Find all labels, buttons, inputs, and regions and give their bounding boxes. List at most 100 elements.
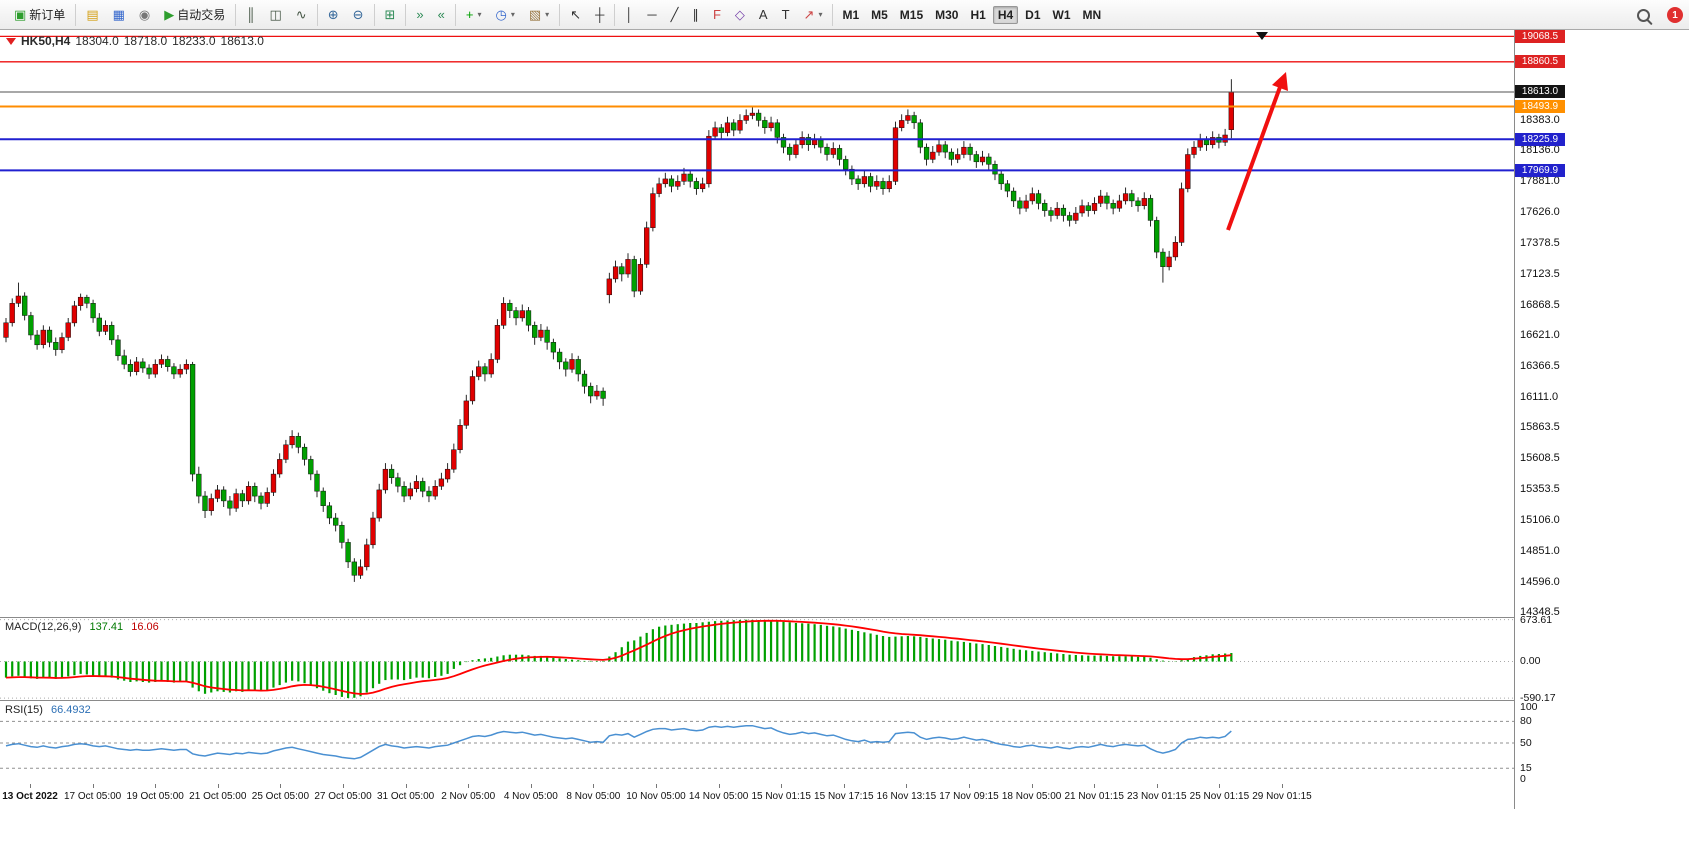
candle (830, 142, 836, 159)
auto-scroll-button[interactable]: » (410, 5, 429, 24)
periods-button[interactable]: ◷ ▾ (489, 5, 520, 24)
zoom-in-button[interactable]: ⊕ (322, 5, 345, 24)
caret-icon: ▾ (545, 9, 550, 19)
candlestick-chart-button[interactable]: ◫ (263, 5, 287, 24)
zoom-out-button[interactable]: ⊖ (347, 5, 370, 24)
vertical-line-button[interactable]: │ (619, 5, 639, 24)
horizontal-line-button[interactable]: ─ (641, 5, 662, 24)
time-tick (405, 784, 407, 788)
candle (886, 175, 892, 193)
search-button[interactable] (1631, 6, 1656, 25)
rsi-axis-label: 50 (1520, 737, 1532, 749)
line-chart-button[interactable]: ∿ (290, 5, 313, 24)
notification-badge[interactable]: 1 (1667, 7, 1683, 23)
tf-m1-button[interactable]: M1 (837, 6, 864, 24)
candle (476, 360, 482, 381)
tile-windows-button[interactable]: ⊞ (379, 5, 402, 24)
tf-m15-button[interactable]: M15 (895, 6, 928, 24)
candle (631, 255, 637, 298)
rsi-indicator-pane[interactable] (0, 701, 1514, 784)
time-axis-label: 8 Nov 05:00 (566, 791, 621, 802)
crosshair-button[interactable]: ┼ (589, 5, 610, 24)
close-value: 18613.0 (220, 34, 264, 48)
text-label-button[interactable]: T (776, 5, 796, 24)
candle (880, 177, 886, 195)
macd-indicator-pane[interactable] (0, 618, 1514, 700)
toolbar-group: + ▾ ◷ ▾ ▧ ▾ (456, 3, 561, 26)
tf-mn-button[interactable]: MN (1078, 6, 1107, 24)
price-tick-label: 17626.0 (1520, 206, 1560, 219)
fibonacci-button[interactable]: F (707, 5, 727, 24)
tf-w1-button[interactable]: W1 (1048, 6, 1076, 24)
candle (805, 133, 812, 151)
candle (9, 298, 15, 327)
candle (1122, 187, 1129, 205)
price-badge: 18860.5 (1515, 55, 1565, 69)
candle (1172, 236, 1179, 261)
navigator-button[interactable]: ◉ (133, 5, 156, 24)
chart-shift-button[interactable]: « (432, 5, 451, 24)
low-value: 18233.0 (172, 34, 216, 48)
tf-m30-button[interactable]: M30 (930, 6, 963, 24)
candle (121, 349, 127, 370)
time-axis-label: 21 Nov 01:15 (1064, 791, 1124, 802)
candle (457, 419, 463, 454)
tf-h4-button[interactable]: H4 (992, 5, 1019, 24)
candle (339, 521, 345, 549)
text-icon: A (758, 7, 768, 22)
candle (1166, 250, 1172, 271)
candle (1017, 197, 1023, 215)
toolbar-groups: ▣ 新订单 ▤ ▦ ◉ ▶ 自动交易 ║ ◫ ∿ ⊕ ⊖ ⊞» «+ ▾ ◷ ▾ ▧ ▾ ↖ ┼ │ ─ ╱ ∥ F ◇ A T ↗ ▾ M1… (4, 0, 1110, 29)
data-window-button[interactable]: ▦ (107, 5, 131, 24)
price-tick-label: 15106.0 (1520, 513, 1560, 526)
candle (762, 116, 768, 134)
templates-button[interactable]: ▧ ▾ (523, 5, 555, 24)
candle (289, 430, 295, 449)
price-tick-label: 17123.5 (1520, 267, 1560, 280)
pane-separator[interactable] (0, 617, 1689, 618)
trend-arrow-line[interactable] (1226, 86, 1282, 231)
tf-m5-button[interactable]: M5 (866, 6, 893, 24)
tf-mn-label: MN (1082, 7, 1102, 22)
pane-separator[interactable] (0, 700, 1689, 701)
toolbar-right: 1 (1630, 0, 1683, 30)
channel-button[interactable]: ∥ (686, 5, 705, 24)
chart-area[interactable]: HK50,H4 18304.0 18718.0 18233.0 18613.0 … (0, 29, 1689, 866)
new-order-button[interactable]: ▣ 新订单 (8, 5, 71, 24)
chart-shift-icon: « (437, 7, 445, 22)
candle (388, 464, 395, 484)
tf-d1-button[interactable]: D1 (1020, 6, 1045, 24)
candle (843, 155, 849, 176)
time-axis-label: 2 Nov 05:00 (441, 791, 496, 802)
price-tick-label: 16621.0 (1520, 328, 1560, 341)
indicators-button[interactable]: + ▾ (460, 5, 488, 24)
candle (513, 307, 519, 326)
profiles-button[interactable]: ▤ (80, 5, 104, 24)
line-chart-icon: ∿ (295, 7, 307, 22)
time-tick (969, 784, 970, 788)
trendline-button[interactable]: ╱ (665, 5, 685, 24)
candle (967, 143, 973, 161)
shapes-button[interactable]: ◇ (729, 5, 751, 24)
price-tick-label: 18136.0 (1520, 144, 1560, 157)
chart-title: HK50,H4 18304.0 18718.0 18233.0 18613.0 (6, 34, 264, 48)
time-tick (1031, 784, 1033, 788)
arrows-button[interactable]: ↗ ▾ (798, 5, 829, 24)
cursor-button[interactable]: ↖ (564, 5, 587, 24)
rsi-axis-label: 80 (1520, 715, 1532, 728)
toolbar-group: ⊞ (375, 3, 407, 26)
auto-trading-button[interactable]: ▶ 自动交易 (158, 5, 231, 24)
tf-h1-button[interactable]: H1 (965, 6, 990, 24)
tf-h4-label: H4 (997, 7, 1014, 22)
bar-chart-button[interactable]: ║ (240, 5, 261, 24)
new-order-label: 新订单 (29, 7, 66, 22)
candle (606, 272, 612, 304)
text-button[interactable]: A (753, 5, 774, 24)
price-axis[interactable]: 18383.0 18136.0 17881.0 17626.0 17378.5 17123… (1515, 29, 1689, 866)
candle (619, 263, 625, 282)
candle (836, 144, 843, 166)
candle (71, 300, 78, 327)
main-price-chart[interactable] (0, 30, 1514, 617)
candle (749, 107, 756, 120)
time-axis[interactable]: 13 Oct 2022 17 Oct 05:00 19 Oct 05:00 21 Oc… (0, 784, 1514, 810)
